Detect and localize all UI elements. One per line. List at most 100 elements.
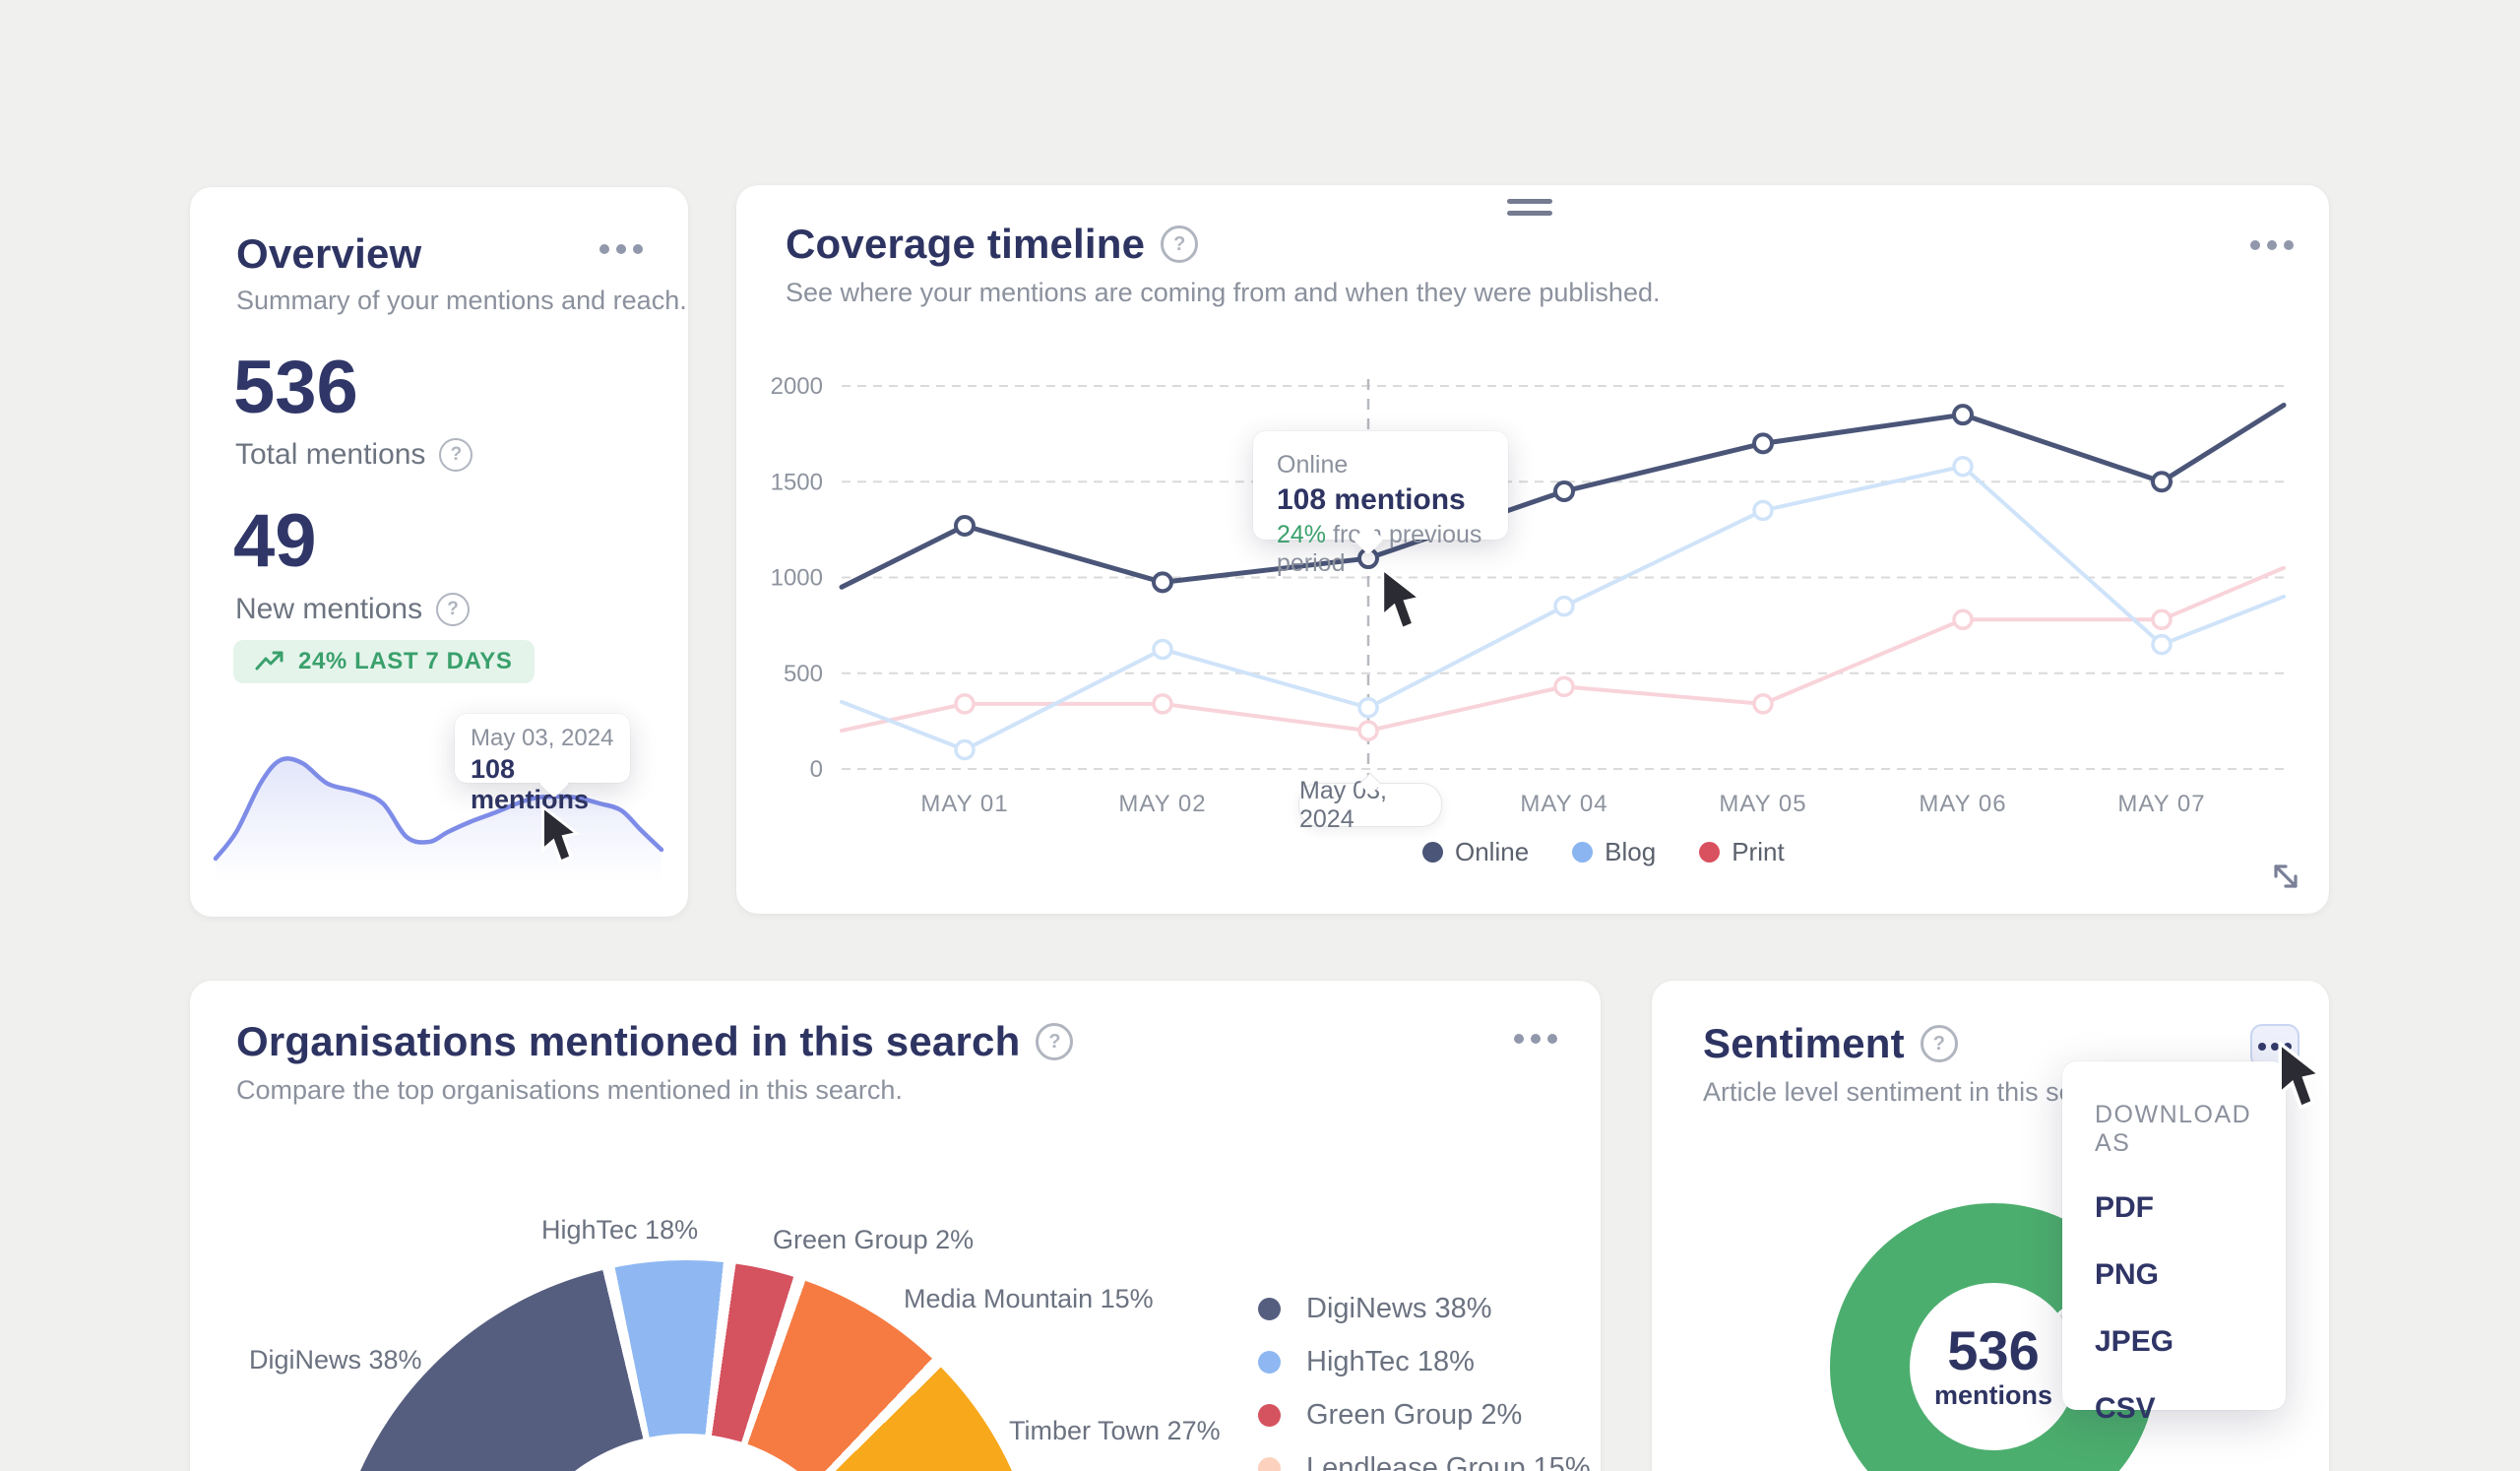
- expand-icon[interactable]: [2264, 855, 2307, 898]
- timeline-menu-button[interactable]: [2250, 240, 2294, 250]
- tooltip-value: 108 mentions: [471, 754, 590, 814]
- data-point-online: [1952, 404, 1974, 426]
- ellipsis-icon: [2258, 1042, 2266, 1051]
- ellipsis-icon: [616, 244, 626, 254]
- sentiment-card: Sentiment ? Article level sentiment in t…: [1652, 981, 2329, 1471]
- organisations-card: Organisations mentioned in this search ?…: [190, 981, 1601, 1471]
- axis-date-pill: May 03, 2024: [1298, 772, 1442, 833]
- sparkline-area: [216, 758, 662, 881]
- menu-item-pdf[interactable]: PDF: [2095, 1191, 2154, 1224]
- sparkline-tooltip: May 03, 2024 108 mentions: [455, 714, 630, 814]
- data-point-print: [1357, 720, 1379, 741]
- data-point-online: [1752, 432, 1774, 455]
- trend-badge: 24% LAST 7 DAYS: [233, 640, 535, 683]
- ellipsis-icon: [1514, 1034, 1524, 1044]
- ellipsis-icon: [633, 244, 643, 254]
- x-axis-label: MAY 07: [2117, 791, 2205, 817]
- ellipsis-icon: [2250, 240, 2260, 250]
- data-point-blog: [1952, 455, 1974, 478]
- menu-item-jpeg[interactable]: JPEG: [2095, 1325, 2174, 1358]
- trending-up-icon: [255, 651, 284, 671]
- sentiment-total-value: 536: [1947, 1318, 2040, 1381]
- total-mentions-value: 536: [233, 346, 358, 429]
- x-axis-label: MAY 01: [920, 791, 1008, 817]
- tooltip-date: May 03, 2024: [471, 725, 614, 751]
- legend-item[interactable]: Lendlease Group 15%: [1258, 1441, 1591, 1471]
- new-mentions-label: New mentions ?: [235, 593, 471, 626]
- legend-dot: [1422, 842, 1443, 863]
- x-axis-label: MAY 04: [1520, 791, 1607, 817]
- y-axis-label: 0: [810, 756, 823, 783]
- legend-dot: [1258, 1350, 1281, 1374]
- ellipsis-icon: [1531, 1034, 1541, 1044]
- cursor-pointer: [1380, 567, 1424, 631]
- cursor-pointer: [541, 805, 581, 864]
- total-mentions-label: Total mentions ?: [235, 438, 473, 472]
- timeline-subtitle: See where your mentions are coming from …: [786, 278, 1661, 307]
- ellipsis-icon: [2284, 1042, 2292, 1051]
- legend-item-blog[interactable]: Blog: [1572, 837, 1656, 867]
- overview-title: Overview: [236, 230, 422, 277]
- pie-label-media-mountain: Media Mountain 15%: [904, 1284, 1154, 1313]
- legend-dot: [1258, 1456, 1281, 1471]
- ellipsis-icon: [1547, 1034, 1557, 1044]
- help-icon[interactable]: ?: [439, 438, 473, 472]
- data-point-print: [1152, 693, 1173, 715]
- x-axis-label: MAY 06: [1919, 791, 2006, 817]
- legend-item[interactable]: HighTec 18%: [1258, 1335, 1591, 1388]
- sentiment-total-label: mentions: [1933, 1379, 2052, 1410]
- overview-card: Overview Summary of your mentions and re…: [190, 187, 688, 917]
- y-axis-label: 1500: [771, 469, 823, 495]
- sentiment-menu-button[interactable]: [2250, 1024, 2300, 1068]
- data-point-blog: [1752, 499, 1774, 522]
- data-point-online: [954, 514, 976, 537]
- data-point-blog: [1553, 595, 1575, 617]
- sparkline-line: [213, 756, 664, 862]
- help-icon[interactable]: ?: [1920, 1025, 1958, 1062]
- legend-item[interactable]: DigiNews 38%: [1258, 1282, 1591, 1335]
- organisations-subtitle: Compare the top organisations mentioned …: [236, 1075, 903, 1105]
- data-point-blog: [2151, 633, 2173, 656]
- coverage-timeline-card: Coverage timeline ? See where your menti…: [736, 185, 2329, 914]
- data-point-print: [1952, 608, 1974, 631]
- legend-item-online[interactable]: Online: [1422, 837, 1529, 867]
- ellipsis-icon: [2284, 240, 2294, 250]
- donut-center: 536 mentions: [1910, 1283, 2077, 1450]
- help-icon[interactable]: ?: [1036, 1023, 1074, 1060]
- y-axis-label: 500: [784, 661, 823, 687]
- ellipsis-icon: [2271, 1042, 2279, 1051]
- data-point-online: [1553, 480, 1575, 502]
- overview-menu-button[interactable]: [599, 244, 643, 254]
- data-point-print: [1553, 675, 1575, 698]
- help-icon[interactable]: ?: [436, 593, 471, 626]
- data-point-print: [2151, 608, 2173, 631]
- timeline-legend: Online Blog Print: [1422, 837, 1785, 867]
- tooltip-series: Online: [1277, 451, 1349, 479]
- ellipsis-icon: [599, 244, 609, 254]
- legend-dot: [1572, 842, 1594, 863]
- menu-item-png[interactable]: PNG: [2095, 1258, 2160, 1291]
- organisations-menu-button[interactable]: [1514, 1034, 1557, 1044]
- x-axis-label: MAY 05: [1719, 791, 1806, 817]
- download-menu: DOWNLOAD AS PDF PNG JPEG CSV: [2062, 1061, 2286, 1425]
- pie-label-hightec: HighTec 18%: [541, 1215, 699, 1245]
- cursor-pointer: [2278, 1042, 2324, 1110]
- organisations-title: Organisations mentioned in this search: [236, 1018, 1021, 1064]
- menu-item-csv[interactable]: CSV: [2095, 1392, 2156, 1425]
- sentiment-title: Sentiment: [1703, 1020, 1905, 1066]
- legend-dot: [1258, 1403, 1281, 1427]
- tooltip-value: 108 mentions: [1277, 483, 1466, 516]
- series-line-print: [840, 565, 2286, 734]
- legend-dot: [1699, 842, 1721, 863]
- pie-label-diginews: DigiNews 38%: [249, 1345, 422, 1375]
- timeline-tooltip: Online 108 mentions 24% from previous pe…: [1253, 431, 1508, 577]
- legend-item-print[interactable]: Print: [1699, 837, 1785, 867]
- help-icon[interactable]: ?: [1161, 225, 1199, 263]
- legend-item[interactable]: Green Group 2%: [1258, 1388, 1591, 1441]
- y-axis-label: 2000: [771, 373, 823, 400]
- legend-dot: [1258, 1297, 1281, 1320]
- drag-handle-icon[interactable]: [1507, 199, 1552, 223]
- x-axis-label: MAY 02: [1118, 791, 1206, 817]
